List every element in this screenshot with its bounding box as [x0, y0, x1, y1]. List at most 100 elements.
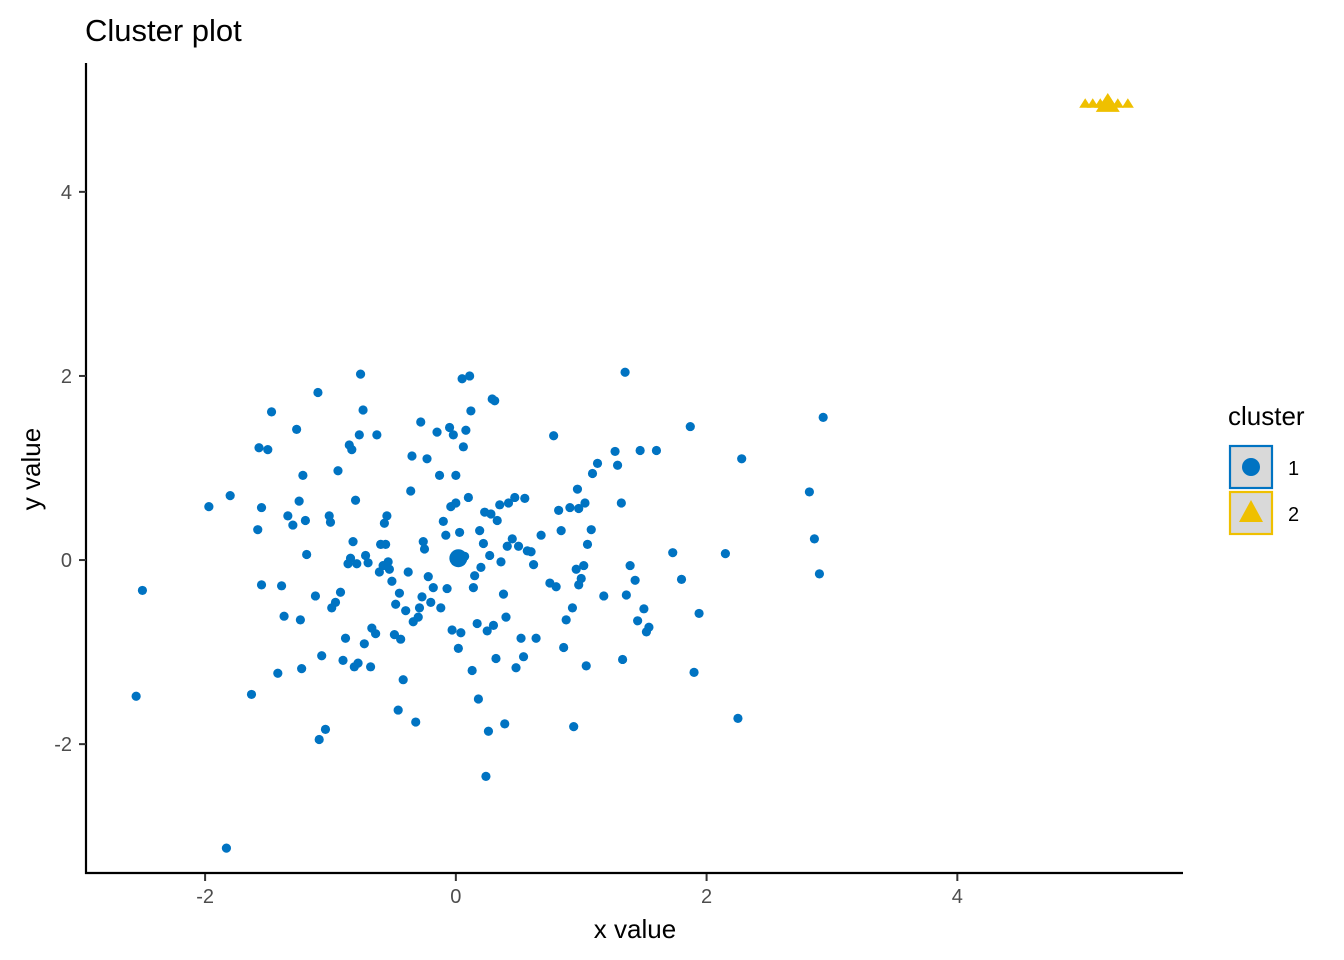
data-point-cluster-1 [394, 588, 405, 598]
data-point-cluster-1 [507, 534, 517, 544]
data-point-cluster-1 [401, 606, 411, 616]
data-point-cluster-1 [485, 550, 495, 561]
data-point-cluster-1 [432, 427, 442, 437]
data-point-cluster-1 [363, 558, 373, 568]
x-axis-title: x value [594, 914, 676, 944]
data-point-cluster-1 [391, 599, 401, 609]
data-point-cluster-1 [581, 661, 591, 671]
data-point-cluster-1 [651, 445, 662, 456]
data-point-cluster-1 [204, 502, 214, 512]
legend-title: cluster [1228, 401, 1305, 431]
legend-label-2: 2 [1288, 504, 1299, 526]
data-point-cluster-1 [365, 662, 376, 672]
data-point-cluster-1 [488, 620, 499, 630]
data-point-cluster-1 [478, 538, 489, 549]
data-point-cluster-1 [387, 576, 397, 586]
data-point-cluster-1 [475, 525, 485, 536]
data-point-cluster-1 [310, 591, 321, 601]
y-axis-ticks: -2 0 2 4 [54, 182, 86, 756]
data-point-cluster-1 [496, 557, 506, 567]
data-point-cluster-1 [513, 541, 524, 551]
x-tick-label: 2 [701, 886, 712, 908]
data-point-cluster-1 [426, 597, 436, 607]
data-point-cluster-1 [416, 417, 426, 427]
data-point-cluster-1 [461, 425, 471, 435]
data-point-cluster-1 [630, 575, 640, 585]
data-point-cluster-1 [317, 651, 327, 661]
data-point-cluster-1 [444, 422, 455, 433]
data-point-cluster-1 [348, 537, 358, 547]
data-point-cluster-1 [576, 573, 586, 584]
data-point-cluster-1 [403, 567, 413, 577]
data-point-cluster-1 [567, 603, 578, 613]
data-point-cluster-2 [1086, 98, 1099, 108]
data-point-cluster-1 [466, 406, 476, 416]
data-point-cluster-1 [518, 652, 529, 662]
data-point-cluster-1 [266, 407, 277, 417]
plot-area: -2 0 2 4 -2 0 2 4 [54, 63, 1183, 908]
data-point-cluster-1 [256, 502, 267, 513]
data-point-cluster-1 [503, 498, 514, 508]
data-point-cluster-1 [733, 713, 743, 723]
data-point-cluster-1 [468, 583, 478, 593]
data-point-cluster-1 [276, 581, 287, 591]
data-point-cluster-1 [473, 694, 484, 704]
data-point-cluster-1 [495, 500, 505, 510]
data-point-cluster-1 [371, 629, 381, 639]
data-point-cluster-1 [465, 371, 475, 381]
data-point-cluster-1 [490, 396, 500, 406]
data-point-cluster-1 [335, 587, 346, 597]
data-point-cluster-1 [470, 571, 480, 581]
data-point-cluster-1 [467, 665, 477, 676]
data-point-cluster-1 [599, 591, 609, 601]
data-point-cluster-1 [288, 520, 298, 530]
y-tick-label: -2 [54, 734, 72, 756]
data-point-cluster-1 [463, 492, 473, 503]
data-point-cluster-1 [353, 658, 363, 668]
data-point-cluster-1 [320, 724, 331, 735]
data-point-cluster-1 [383, 557, 393, 567]
data-point-cluster-1 [137, 585, 148, 596]
data-point-cluster-1 [246, 689, 257, 700]
data-point-cluster-1 [612, 460, 623, 470]
data-point-cluster-1 [554, 505, 564, 515]
data-point-cluster-1 [582, 539, 593, 549]
data-point-cluster-1 [572, 484, 583, 494]
data-point-cluster-1 [413, 612, 423, 622]
data-point-cluster-1 [398, 675, 408, 685]
data-point-cluster-1 [574, 503, 584, 514]
data-point-cluster-1 [314, 734, 324, 745]
x-tick-label: -2 [196, 886, 214, 908]
legend: cluster 1 2 [1228, 401, 1305, 536]
data-point-cluster-1 [635, 445, 645, 456]
data-point-cluster-1 [737, 454, 747, 464]
data-point-cluster-1 [428, 583, 438, 593]
data-point-cluster-1 [549, 431, 559, 441]
data-point-cluster-1 [492, 515, 502, 526]
data-point-cluster-1 [457, 374, 467, 384]
data-point-cluster-1 [407, 451, 417, 461]
data-point-cluster-1 [417, 592, 427, 602]
data-point-cluster-1 [620, 367, 630, 377]
data-point-cluster-1 [254, 443, 264, 453]
data-point-cluster-1 [531, 633, 541, 643]
data-point-cluster-1 [456, 628, 466, 638]
data-point-cluster-1 [441, 530, 451, 540]
legend-label-1: 1 [1288, 458, 1299, 480]
data-point-cluster-1 [520, 493, 530, 503]
data-point-cluster-1 [453, 643, 463, 654]
data-point-cluster-1 [580, 498, 590, 508]
data-point-cluster-1 [438, 516, 448, 526]
data-point-cluster-1 [694, 608, 704, 619]
series-cluster-2 [1079, 93, 1134, 112]
data-point-cluster-1 [586, 525, 596, 535]
legend-item-1: 1 [1228, 444, 1299, 490]
data-point-cluster-1 [345, 553, 356, 563]
data-point-cluster-1 [442, 583, 452, 594]
x-tick-label: 4 [952, 886, 963, 908]
data-point-cluster-1 [302, 549, 312, 560]
data-point-cluster-1 [689, 667, 699, 677]
data-point-cluster-2 [1079, 98, 1092, 108]
data-point-cluster-1 [458, 442, 468, 452]
data-point-cluster-1 [414, 603, 425, 613]
